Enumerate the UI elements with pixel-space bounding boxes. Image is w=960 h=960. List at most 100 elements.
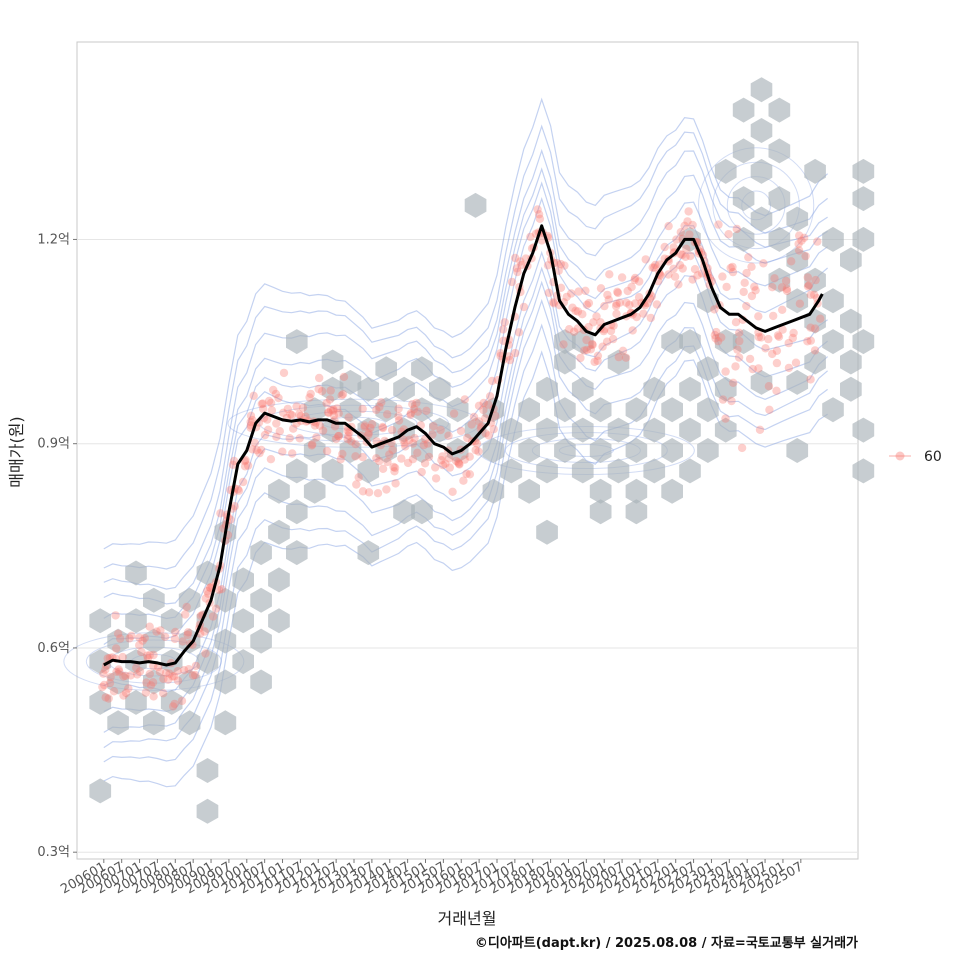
hexbin-cell-116 [679, 458, 701, 484]
scatter-point-602 [797, 236, 806, 245]
hexbin-cell-93 [571, 417, 594, 443]
scatter-point-418 [592, 312, 601, 321]
scatter-point-590 [781, 276, 791, 286]
scatter-point-265 [400, 439, 409, 448]
scatter-point-535 [718, 395, 728, 404]
scatter-point-328 [481, 414, 490, 423]
scatter-point-472 [648, 263, 657, 272]
scatter-point-619 [816, 314, 825, 323]
scatter-point-506 [688, 220, 697, 230]
scatter-point-335 [488, 376, 497, 386]
hexbin-cell-107 [625, 499, 648, 525]
scatter-point-154 [275, 427, 284, 436]
hexbin-cell-52 [321, 349, 344, 375]
scatter-point-276 [408, 439, 418, 448]
hexbin-cell-53 [321, 458, 344, 484]
scatter-point-242 [378, 423, 388, 433]
y-axis: 0.3억 0.6억 0.9억 1.2억 [37, 232, 77, 860]
scatter-point-532 [713, 337, 723, 346]
scatter-point-184 [315, 373, 324, 383]
hexbin-cell-69 [411, 356, 433, 382]
scatter-point-579 [768, 349, 777, 359]
hexbin-cell-39 [268, 519, 290, 545]
scatter-point-215 [347, 437, 356, 446]
scatter-point-392 [560, 261, 569, 270]
scatter-point-132 [248, 445, 257, 454]
scatter-point-429 [603, 290, 612, 300]
hexbin-cell-85 [536, 417, 558, 443]
scatter-point-191 [324, 408, 333, 417]
scatter-point-437 [609, 321, 618, 330]
scatter-point-566 [750, 282, 759, 291]
scatter-point-243 [378, 422, 387, 432]
scatter-point-279 [417, 467, 426, 477]
scatter-point-275 [410, 433, 419, 443]
scatter-point-614 [811, 275, 820, 285]
scatter-point-155 [274, 393, 283, 403]
scatter-point-44 [145, 651, 154, 660]
scatter-point-414 [588, 340, 597, 350]
hexbin-cell-95 [571, 376, 594, 402]
scatter-point-69 [179, 666, 189, 675]
scatter-point-581 [772, 346, 782, 355]
scatter-point-529 [711, 334, 720, 343]
scatter-point-72 [183, 630, 192, 640]
scatter-point-192 [325, 395, 335, 404]
hexbin-cell-55 [339, 397, 362, 423]
scatter-point-289 [431, 474, 441, 483]
scatter-point-2 [99, 669, 108, 678]
hexbin-cell-118 [679, 329, 701, 355]
hexbin-cell-2 [89, 689, 112, 715]
hexbin-cell-25 [196, 758, 219, 783]
scatter-point-179 [308, 440, 317, 449]
scatter-point-301 [449, 409, 459, 418]
scatter-point-588 [778, 325, 787, 334]
scatter-point-120 [233, 485, 243, 494]
contour-line-2-upper [103, 167, 828, 605]
scatter-point-153 [272, 432, 281, 441]
scatter-point-348 [507, 277, 517, 287]
scatter-point-358 [517, 260, 526, 270]
scatter-point-420 [593, 356, 602, 365]
scatter-point-203 [334, 432, 343, 441]
hexbin-cell-127 [714, 158, 737, 184]
hexbin-cell-101 [607, 417, 630, 443]
hexbin-cell-122 [697, 356, 719, 382]
hexbin-cell-137 [750, 369, 773, 395]
hexbin-cell-114 [661, 329, 683, 355]
scatter-point-397 [567, 289, 576, 298]
scatter-point-361 [519, 302, 529, 312]
scatter-point-549 [732, 224, 741, 234]
scatter-point-291 [437, 456, 446, 465]
hexbin-cell-110 [643, 376, 666, 402]
hexbin-cell-63 [375, 356, 397, 382]
hexbin-cell-45 [286, 540, 308, 566]
hexbin-cell-158 [840, 376, 862, 402]
scatter-point-232 [364, 430, 373, 439]
scatter-point-247 [383, 410, 392, 419]
scatter-point-367 [533, 205, 542, 214]
scatter-point-206 [334, 409, 343, 418]
scatter-point-441 [613, 287, 622, 296]
scatter-point-288 [428, 430, 437, 439]
scatter-point-350 [511, 348, 520, 358]
scatter-point-617 [810, 324, 820, 333]
legend-label: 60 [924, 449, 942, 465]
scatter-point-28 [127, 631, 136, 640]
scatter-point-537 [718, 272, 727, 281]
scatter-point-353 [512, 264, 522, 273]
scatter-point-369 [534, 210, 544, 219]
scatter-point-43 [146, 681, 156, 690]
scatter-point-262 [394, 416, 404, 425]
scatter-point-181 [310, 421, 320, 430]
hexbin-cell-147 [786, 438, 809, 463]
scatter-point-314 [465, 470, 475, 479]
scatter-point-434 [608, 334, 618, 344]
scatter-point-483 [664, 221, 673, 231]
scatter-point-200 [331, 434, 341, 444]
scatter-point-33 [135, 641, 144, 650]
scatter-point-193 [324, 408, 333, 418]
hexbin-cell-56 [339, 369, 362, 395]
scatter-point-189 [322, 446, 332, 456]
scatter-point-607 [803, 337, 812, 346]
